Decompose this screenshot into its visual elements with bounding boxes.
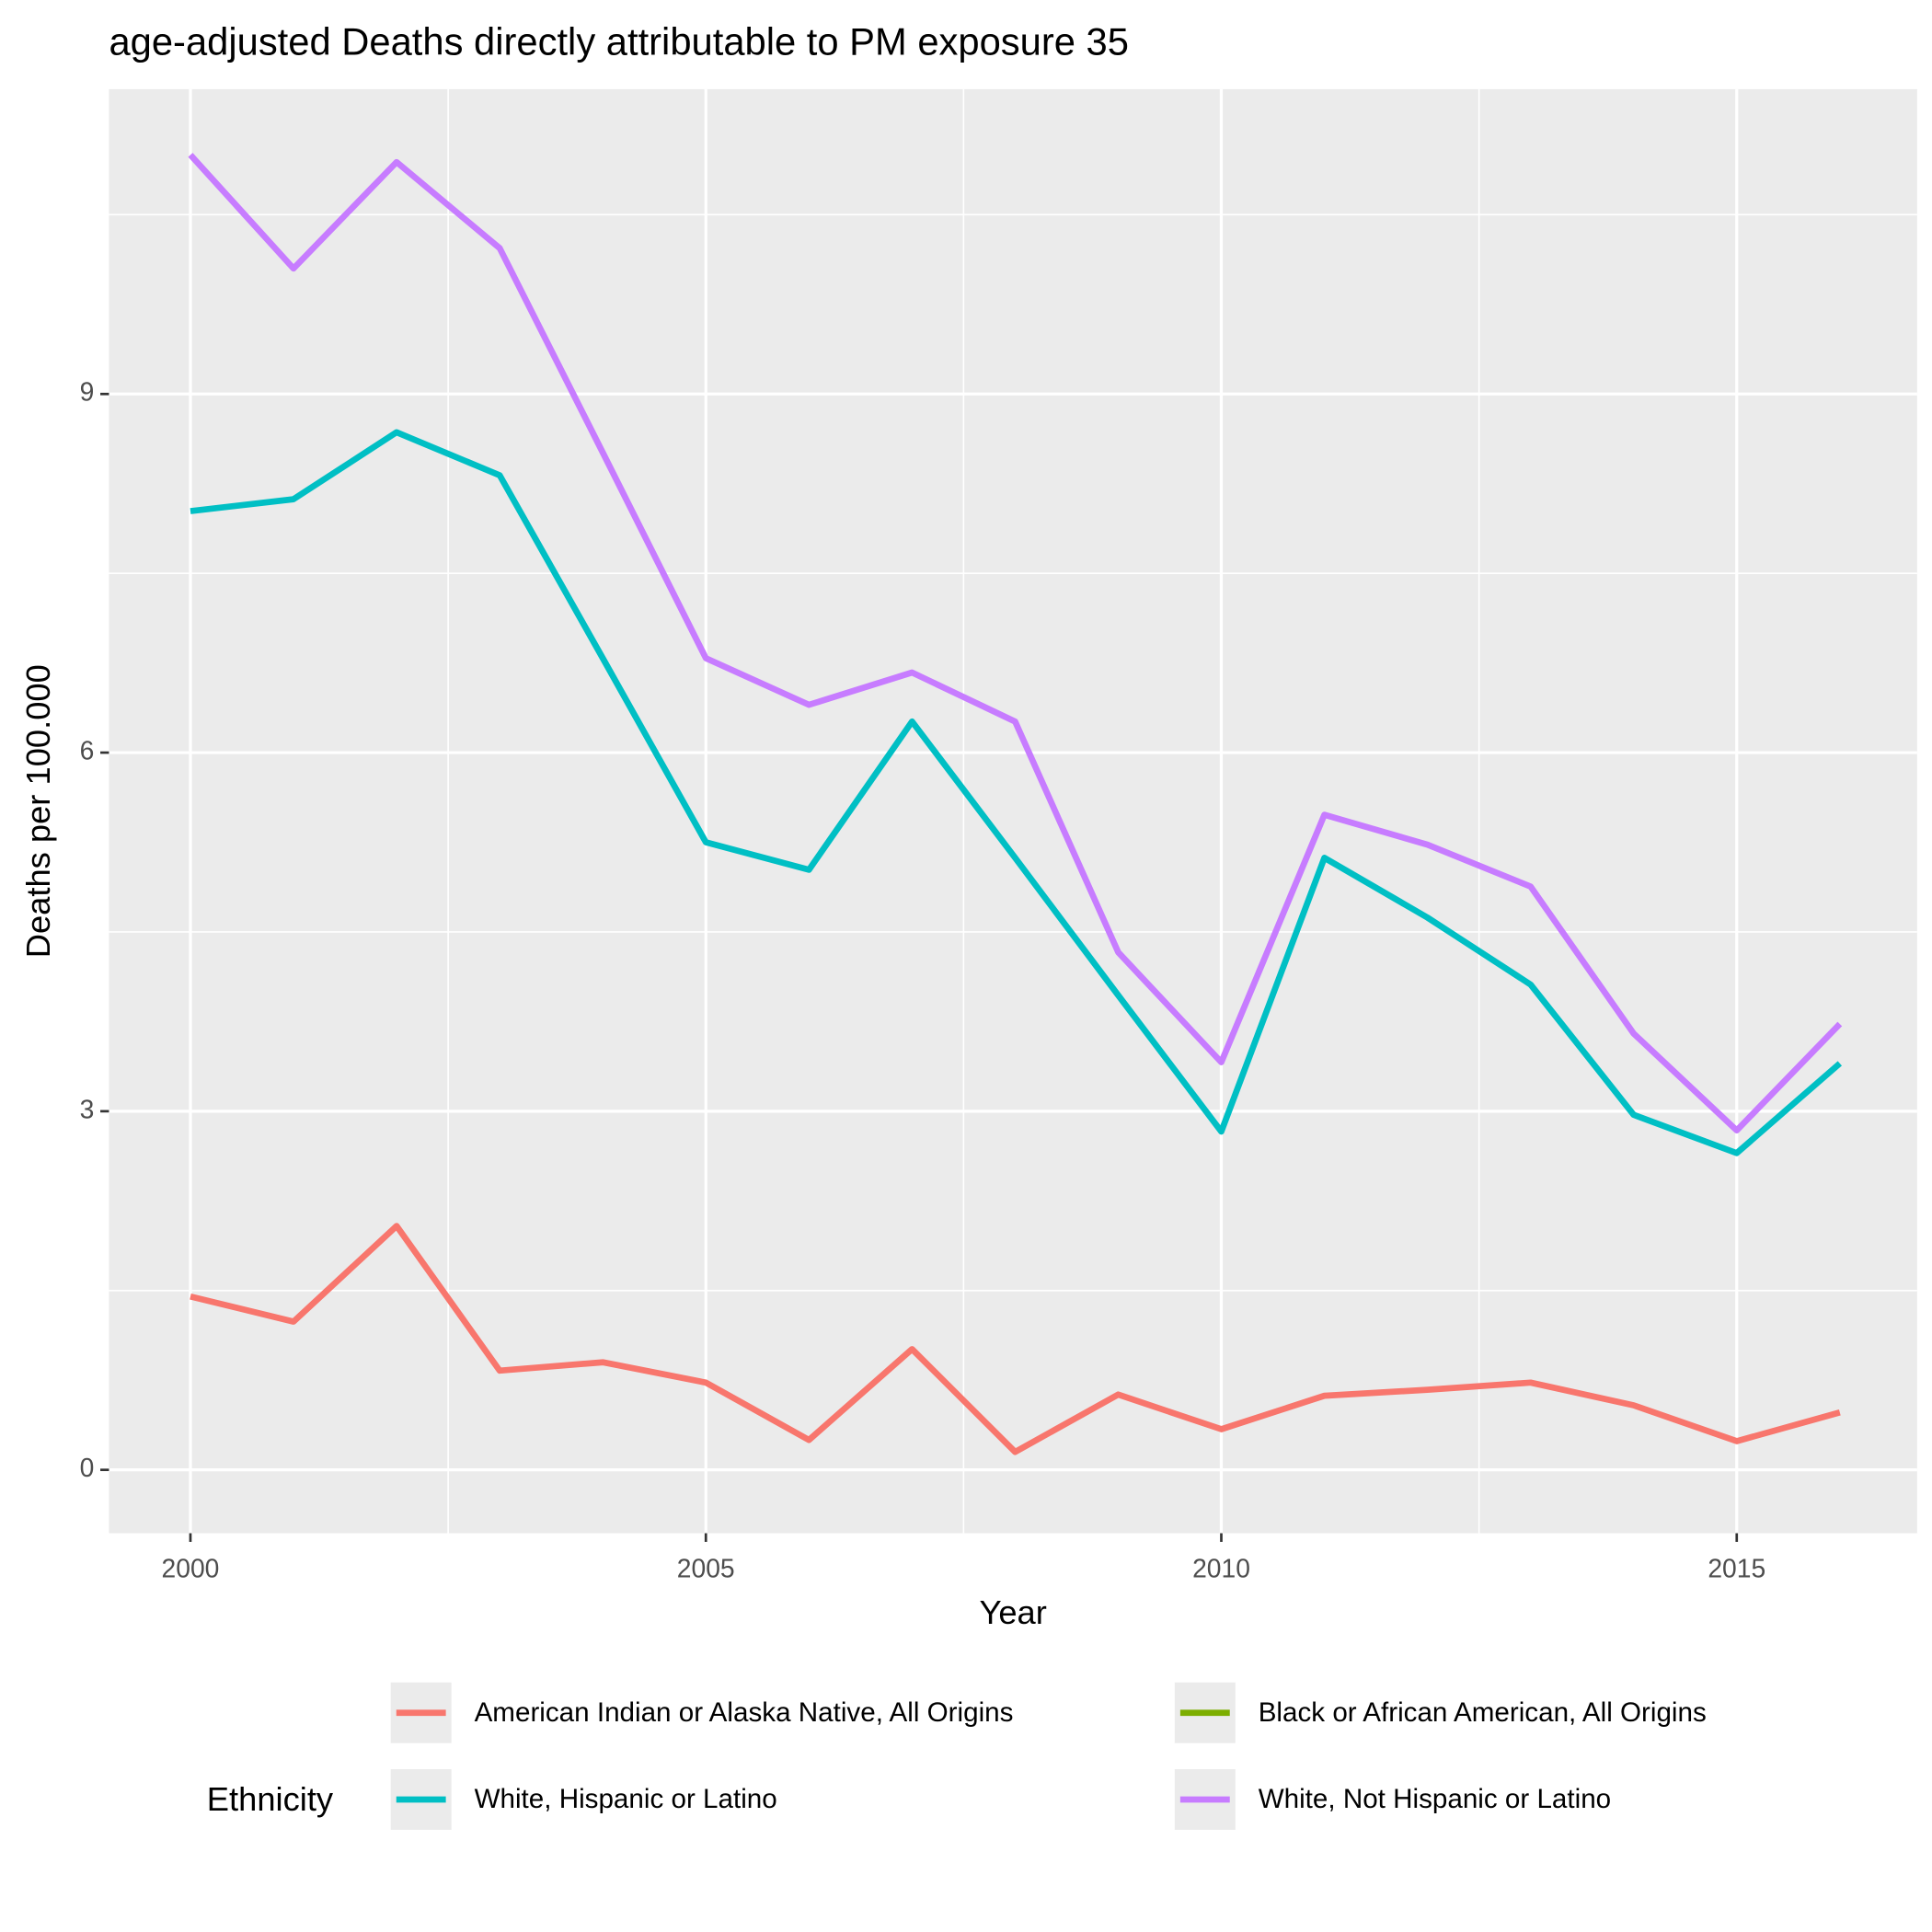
legend-label: American Indian or Alaska Native, All Or…: [475, 1697, 1014, 1728]
x-tick-label: 2005: [677, 1553, 735, 1582]
plot-panel: [109, 88, 1917, 1534]
y-tick-label: 9: [80, 377, 95, 407]
legend-label: Black or African American, All Origins: [1259, 1697, 1707, 1728]
y-axis-title: Deaths per 100.000: [19, 664, 57, 958]
legend-title: Ethnicity: [207, 1780, 334, 1818]
x-tick-label: 2010: [1192, 1553, 1250, 1582]
series-line: [190, 1223, 1841, 1455]
legend-label: White, Hispanic or Latino: [475, 1784, 777, 1814]
series-line: [188, 153, 1843, 1134]
y-tick-label: 0: [80, 1453, 95, 1482]
x-tick-label: 2015: [1708, 1553, 1765, 1582]
chart-title: age-adjusted Deaths directly attributabl…: [109, 19, 1129, 63]
y-tick-label: 3: [80, 1094, 95, 1123]
y-tick-label: 6: [80, 736, 95, 765]
legend-label: White, Not Hispanic or Latino: [1259, 1784, 1611, 1814]
x-tick-label: 2000: [162, 1553, 220, 1582]
series-line: [190, 429, 1843, 1156]
x-axis-title: Year: [979, 1593, 1046, 1631]
